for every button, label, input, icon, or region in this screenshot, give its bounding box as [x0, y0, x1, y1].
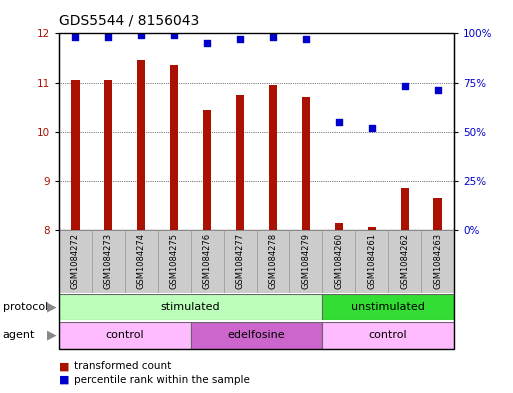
- Bar: [71, 80, 80, 230]
- Text: ▶: ▶: [47, 300, 57, 314]
- Bar: [59, 322, 191, 349]
- Text: GSM1084261: GSM1084261: [367, 233, 376, 289]
- Bar: [104, 80, 112, 230]
- Point: [401, 83, 409, 90]
- Text: unstimulated: unstimulated: [351, 302, 425, 312]
- Point: [104, 34, 112, 40]
- Bar: [421, 230, 454, 293]
- Text: percentile rank within the sample: percentile rank within the sample: [74, 375, 250, 385]
- Text: protocol: protocol: [3, 302, 48, 312]
- Bar: [59, 230, 92, 293]
- Text: GSM1084273: GSM1084273: [104, 233, 113, 289]
- Bar: [224, 230, 256, 293]
- Text: GSM1084272: GSM1084272: [71, 233, 80, 289]
- Text: GSM1084260: GSM1084260: [334, 233, 343, 289]
- Bar: [137, 61, 145, 230]
- Bar: [203, 110, 211, 230]
- Text: control: control: [106, 330, 144, 340]
- Text: ▶: ▶: [47, 329, 57, 342]
- Bar: [236, 95, 244, 230]
- Text: GSM1084274: GSM1084274: [137, 233, 146, 289]
- Bar: [269, 85, 277, 230]
- Bar: [355, 230, 388, 293]
- Bar: [401, 188, 409, 230]
- Text: GSM1084278: GSM1084278: [268, 233, 278, 289]
- Bar: [433, 198, 442, 230]
- Bar: [334, 222, 343, 230]
- Text: GSM1084279: GSM1084279: [301, 233, 310, 289]
- Point: [137, 32, 145, 39]
- Point: [269, 34, 277, 40]
- Text: GSM1084276: GSM1084276: [203, 233, 212, 289]
- Point: [71, 34, 80, 40]
- Bar: [59, 294, 322, 320]
- Text: stimulated: stimulated: [161, 302, 221, 312]
- Bar: [92, 230, 125, 293]
- Text: edelfosine: edelfosine: [228, 330, 285, 340]
- Text: GDS5544 / 8156043: GDS5544 / 8156043: [59, 14, 199, 28]
- Bar: [256, 230, 289, 293]
- Text: GSM1084263: GSM1084263: [433, 233, 442, 289]
- Point: [433, 87, 442, 94]
- Point: [334, 119, 343, 125]
- Bar: [322, 230, 355, 293]
- Text: GSM1084275: GSM1084275: [170, 233, 179, 289]
- Point: [302, 36, 310, 42]
- Point: [368, 125, 376, 131]
- Bar: [191, 322, 322, 349]
- Text: agent: agent: [3, 330, 35, 340]
- Point: [203, 40, 211, 46]
- Bar: [170, 65, 179, 230]
- Point: [236, 36, 244, 42]
- Bar: [302, 97, 310, 230]
- Bar: [322, 294, 454, 320]
- Bar: [289, 230, 322, 293]
- Bar: [191, 230, 224, 293]
- Bar: [388, 230, 421, 293]
- Text: GSM1084277: GSM1084277: [235, 233, 245, 289]
- Bar: [158, 230, 191, 293]
- Text: GSM1084262: GSM1084262: [400, 233, 409, 289]
- Bar: [125, 230, 158, 293]
- Text: transformed count: transformed count: [74, 361, 172, 371]
- Text: control: control: [369, 330, 407, 340]
- Text: ■: ■: [59, 361, 69, 371]
- Bar: [368, 228, 376, 230]
- Text: ■: ■: [59, 375, 69, 385]
- Bar: [322, 322, 454, 349]
- Point: [170, 32, 179, 39]
